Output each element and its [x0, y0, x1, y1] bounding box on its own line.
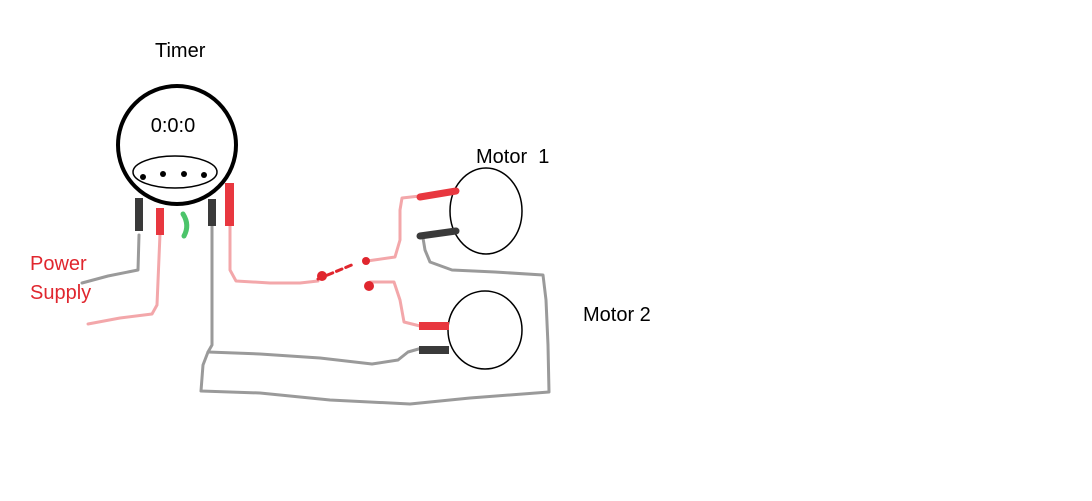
- timer-button-panel: [132, 155, 218, 189]
- timer-button-3: [181, 171, 187, 177]
- timer-to-motor2-gray-wire: [206, 224, 424, 366]
- switch: [316, 257, 374, 291]
- motor-1-body: [449, 167, 523, 255]
- switch-to-motor2-pink-wire: [368, 280, 422, 328]
- timer-to-switch-pink-wire: [228, 224, 320, 285]
- motor-2: [419, 290, 523, 370]
- timer-button-1: [140, 174, 146, 180]
- timer-lead-black-right: [208, 199, 216, 226]
- timer-lead-red-right: [225, 183, 234, 226]
- timer-label: Timer: [155, 40, 206, 62]
- motor-1-label: Motor 1: [476, 146, 549, 168]
- motor-1-lead-black: [416, 227, 460, 240]
- timer-display-text: 0:0:0: [151, 115, 195, 137]
- timer: 0:0:0: [116, 84, 238, 239]
- power-supply-pink-wire: [86, 232, 162, 326]
- switch-lever: [316, 262, 356, 281]
- return-loop-gray-wire: [199, 236, 551, 406]
- gray-wires: [80, 224, 551, 406]
- power-supply-gray-wire: [80, 233, 141, 285]
- power-supply-label-line2: Supply: [30, 282, 91, 304]
- motor-1: [416, 167, 523, 255]
- timer-lead-black-left: [135, 198, 143, 231]
- timer-body: [116, 84, 238, 206]
- timer-lead-red-left: [156, 208, 164, 235]
- switch-contact-top: [362, 257, 370, 265]
- timer-button-4: [201, 172, 207, 178]
- timer-lead-green: [180, 211, 190, 239]
- motor-1-lead-red: [416, 187, 460, 201]
- motor-2-body: [447, 290, 523, 370]
- motor-2-lead-black: [419, 346, 449, 354]
- motor-2-lead-red: [419, 322, 449, 330]
- power-supply-label-line1: Power: [30, 253, 87, 275]
- motor-2-label: Motor 2: [583, 304, 651, 326]
- switch-contact-bottom: [364, 281, 374, 291]
- switch-to-motor1-pink-wire: [365, 194, 422, 263]
- timer-button-2: [160, 171, 166, 177]
- pink-wires: [86, 194, 422, 328]
